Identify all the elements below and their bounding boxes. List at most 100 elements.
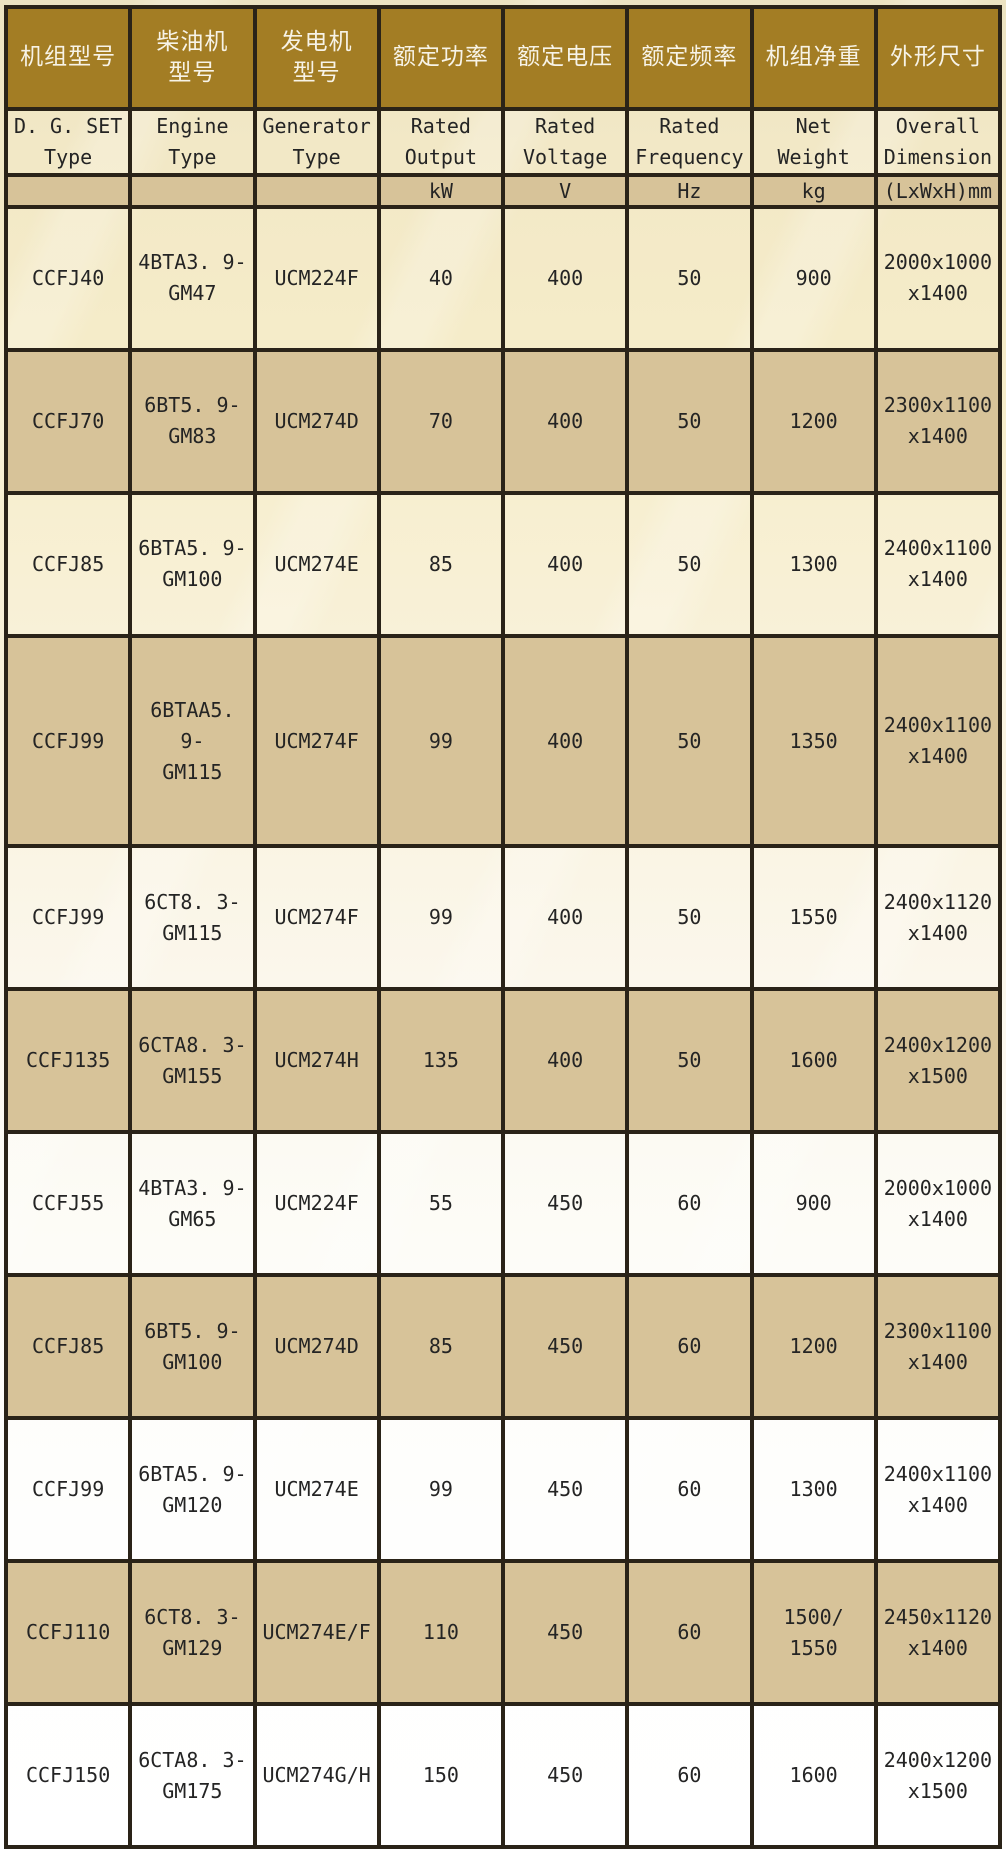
data-cell-r8-c5: 450 xyxy=(500,1273,630,1421)
data-cell-r5-c6: 50 xyxy=(625,844,754,992)
data-cell-r6-c1: CCFJ135 xyxy=(3,987,133,1135)
data-cell-r4-c3: UCM274F xyxy=(252,633,381,849)
unit-cell-col3 xyxy=(252,173,381,209)
spec-row-7: CCFJ55 4BTA3. 9- GM65 UCM224F 55 450 60 900 200… xyxy=(3,1130,1003,1278)
spec-row-8: CCFJ85 6BT5. 9- GM100 UCM274D 85 450 60 1200 23… xyxy=(3,1273,1003,1421)
data-cell-r10-c6: 60 xyxy=(625,1559,754,1706)
header-cell-en-col6: Rated Frequency xyxy=(625,107,754,177)
data-cell-r6-c2: 6CTA8. 3- GM155 xyxy=(128,987,257,1135)
header-cell-zh-col8: 外形尺寸 xyxy=(873,5,1003,111)
header-cell-en-col8: Overall Dimension xyxy=(873,107,1003,177)
data-cell-r2-c7: 1200 xyxy=(749,347,878,495)
data-cell-r2-c8: 2300x1100 x1400 xyxy=(873,347,1003,495)
data-cell-r5-c8: 2400x1120 x1400 xyxy=(873,844,1003,992)
data-cell-r6-c3: UCM274H xyxy=(252,987,381,1135)
data-cell-r8-c3: UCM274D xyxy=(252,1273,381,1421)
data-cell-r11-c8: 2400x1200 x1500 xyxy=(873,1702,1003,1849)
data-cell-r11-c5: 450 xyxy=(500,1702,630,1849)
header-cell-en-col1: D. G. SET Type xyxy=(3,107,133,177)
header-cell-zh-col5: 额定电压 xyxy=(500,5,630,111)
data-cell-r11-c4: 150 xyxy=(376,1702,506,1849)
data-cell-r6-c7: 1600 xyxy=(749,987,878,1135)
data-cell-r7-c2: 4BTA3. 9- GM65 xyxy=(128,1130,257,1278)
spec-row-1: CCFJ40 4BTA3. 9- GM47 UCM224F 40 400 50 900 200… xyxy=(3,205,1003,352)
data-cell-r1-c3: UCM224F xyxy=(252,205,381,352)
header-cell-en-col2: Engine Type xyxy=(128,107,257,177)
data-cell-r2-c4: 70 xyxy=(376,347,506,495)
spec-row-6: CCFJ135 6CTA8. 3- GM155 UCM274H 135 400 50 160… xyxy=(3,987,1003,1135)
data-cell-r3-c1: CCFJ85 xyxy=(3,490,133,638)
data-cell-r2-c1: CCFJ70 xyxy=(3,347,133,495)
data-cell-r9-c7: 1300 xyxy=(749,1416,878,1564)
data-cell-r2-c5: 400 xyxy=(500,347,630,495)
header-cell-zh-col1: 机组型号 xyxy=(3,5,133,111)
unit-cell-col5: V xyxy=(500,173,630,209)
data-cell-r10-c4: 110 xyxy=(376,1559,506,1706)
header-cell-en-col4: Rated Output xyxy=(376,107,506,177)
data-cell-r11-c1: CCFJ150 xyxy=(3,1702,133,1849)
data-cell-r4-c5: 400 xyxy=(500,633,630,849)
unit-cell-col7: kg xyxy=(749,173,878,209)
spec-row-9: CCFJ99 6BTA5. 9- GM120 UCM274E 99 450 60 1300 2… xyxy=(3,1416,1003,1564)
data-cell-r1-c7: 900 xyxy=(749,205,878,352)
generator-spec-table: 机组型号 柴油机 型号 发电机 型号 额定功率 额定电压 额定频率 机组净重 外形尺寸 D. … xyxy=(3,5,1003,1849)
data-cell-r3-c7: 1300 xyxy=(749,490,878,638)
data-cell-r8-c4: 85 xyxy=(376,1273,506,1421)
data-cell-r5-c7: 1550 xyxy=(749,844,878,992)
data-cell-r7-c7: 900 xyxy=(749,1130,878,1278)
header-cell-zh-col7: 机组净重 xyxy=(749,5,878,111)
data-cell-r3-c2: 6BTA5. 9- GM100 xyxy=(128,490,257,638)
data-cell-r7-c4: 55 xyxy=(376,1130,506,1278)
data-cell-r7-c5: 450 xyxy=(500,1130,630,1278)
data-cell-r10-c5: 450 xyxy=(500,1559,630,1706)
data-cell-r4-c8: 2400x1100 x1400 xyxy=(873,633,1003,849)
data-cell-r7-c8: 2000x1000 x1400 xyxy=(873,1130,1003,1278)
data-cell-r1-c5: 400 xyxy=(500,205,630,352)
data-cell-r6-c8: 2400x1200 x1500 xyxy=(873,987,1003,1135)
header-row-chinese: 机组型号 柴油机 型号 发电机 型号 额定功率 额定电压 额定频率 机组净重 外形尺寸 xyxy=(3,5,1003,111)
data-cell-r11-c7: 1600 xyxy=(749,1702,878,1849)
data-cell-r9-c1: CCFJ99 xyxy=(3,1416,133,1564)
data-cell-r9-c4: 99 xyxy=(376,1416,506,1564)
units-row: kW V Hz kg (LxWxH)mm xyxy=(3,173,1003,209)
header-cell-zh-col3: 发电机 型号 xyxy=(252,5,381,111)
spec-row-10: CCFJ110 6CT8. 3- GM129 UCM274E/F 110 450 60 15… xyxy=(3,1559,1003,1706)
data-cell-r5-c2: 6CT8. 3- GM115 xyxy=(128,844,257,992)
header-cell-en-col5: Rated Voltage xyxy=(500,107,630,177)
data-cell-r2-c3: UCM274D xyxy=(252,347,381,495)
header-cell-zh-col2: 柴油机 型号 xyxy=(128,5,257,111)
data-cell-r10-c2: 6CT8. 3- GM129 xyxy=(128,1559,257,1706)
data-cell-r4-c6: 50 xyxy=(625,633,754,849)
data-cell-r6-c6: 50 xyxy=(625,987,754,1135)
header-row-english: D. G. SET Type Engine Type Generator Type R… xyxy=(3,107,1003,177)
data-cell-r8-c7: 1200 xyxy=(749,1273,878,1421)
data-cell-r8-c1: CCFJ85 xyxy=(3,1273,133,1421)
data-cell-r7-c3: UCM224F xyxy=(252,1130,381,1278)
unit-cell-col4: kW xyxy=(376,173,506,209)
data-cell-r9-c5: 450 xyxy=(500,1416,630,1564)
data-cell-r7-c6: 60 xyxy=(625,1130,754,1278)
data-cell-r9-c3: UCM274E xyxy=(252,1416,381,1564)
spec-table-head: 机组型号 柴油机 型号 发电机 型号 额定功率 额定电压 额定频率 机组净重 外形尺寸 D. … xyxy=(3,5,1003,209)
unit-cell-col8: (LxWxH)mm xyxy=(873,173,1003,209)
data-cell-r6-c4: 135 xyxy=(376,987,506,1135)
data-cell-r8-c2: 6BT5. 9- GM100 xyxy=(128,1273,257,1421)
data-cell-r1-c1: CCFJ40 xyxy=(3,205,133,352)
unit-cell-col2 xyxy=(128,173,257,209)
data-cell-r11-c6: 60 xyxy=(625,1702,754,1849)
data-cell-r2-c2: 6BT5. 9- GM83 xyxy=(128,347,257,495)
data-cell-r4-c7: 1350 xyxy=(749,633,878,849)
data-cell-r10-c8: 2450x1120 x1400 xyxy=(873,1559,1003,1706)
data-cell-r2-c6: 50 xyxy=(625,347,754,495)
data-cell-r3-c3: UCM274E xyxy=(252,490,381,638)
unit-cell-col6: Hz xyxy=(625,173,754,209)
header-cell-en-col3: Generator Type xyxy=(252,107,381,177)
data-cell-r11-c3: UCM274G/H xyxy=(252,1702,381,1849)
data-cell-r4-c1: CCFJ99 xyxy=(3,633,133,849)
data-cell-r9-c8: 2400x1100 x1400 xyxy=(873,1416,1003,1564)
data-cell-r8-c6: 60 xyxy=(625,1273,754,1421)
spec-row-4: CCFJ99 6BTAA5. 9- GM115 UCM274F 99 400 50 1350… xyxy=(3,633,1003,849)
unit-cell-col1 xyxy=(3,173,133,209)
spec-row-2: CCFJ70 6BT5. 9- GM83 UCM274D 70 400 50 1200 230… xyxy=(3,347,1003,495)
